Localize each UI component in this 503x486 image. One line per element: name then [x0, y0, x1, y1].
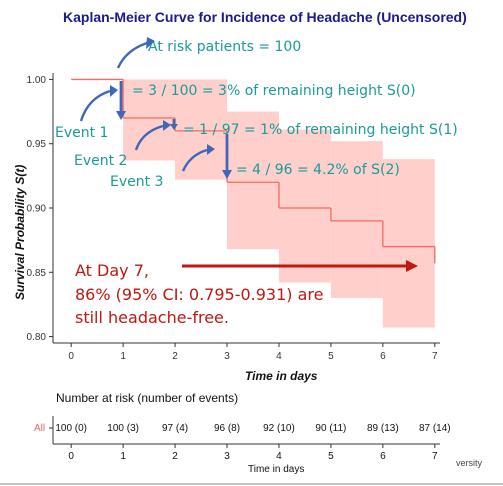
risk-table-cell: 90 (11) — [315, 423, 346, 434]
x-tick-label: 0 — [68, 351, 74, 362]
risk-x-tick-label: 3 — [224, 451, 230, 462]
ci-band-segment — [278, 129, 331, 283]
x-axis: 0 1 2 3 4 5 6 7 — [68, 343, 438, 362]
ci-band-segment — [330, 141, 383, 298]
risk-table: 100 (0) 0 100 (3) 1 97 (4) 2 96 (8) 3 92 (10) 4 90… — [49, 416, 451, 462]
ci-band-segment — [175, 79, 228, 180]
risk-x-tick-label: 6 — [380, 451, 386, 462]
annotation-event3: Event 3 — [110, 174, 163, 190]
risk-table-cell: 87 (14) — [419, 423, 451, 434]
y-tick-label: 0.80 — [27, 332, 47, 343]
ci-band-segment — [382, 159, 435, 328]
x-tick-label: 6 — [380, 351, 386, 362]
risk-table-cell: 100 (3) — [107, 423, 139, 434]
risk-table-cell: 96 (8) — [214, 423, 240, 434]
risk-x-tick-label: 5 — [328, 451, 334, 462]
risk-x-tick-label: 1 — [120, 451, 126, 462]
arrow-drop3-head — [222, 170, 232, 179]
annotation-step3: = 4 / 96 = 4.2% of S(2) — [236, 162, 400, 178]
risk-x-tick-label: 7 — [432, 451, 438, 462]
arrow-event3-head — [207, 144, 215, 155]
risk-table-cell: 92 (10) — [263, 423, 295, 434]
y-tick-label: 0.85 — [27, 268, 47, 279]
arrow-event1 — [79, 89, 111, 122]
annotation-at-risk: At risk patients = 100 — [148, 39, 301, 55]
arrow-drop2-head — [170, 124, 178, 130]
risk-table-title: Number at risk (number of events) — [56, 391, 238, 405]
risk-table-strata: All — [34, 423, 45, 434]
x-tick-label: 7 — [432, 351, 438, 362]
arrow-event3 — [181, 148, 208, 172]
annotation-day7-line3: still headache-free. — [75, 308, 229, 327]
y-axis: 0.80 0.85 0.90 0.95 1.00 — [27, 75, 53, 343]
annotation-arrows — [79, 37, 418, 272]
ci-band-segment — [123, 79, 176, 161]
y-tick-label: 0.90 — [27, 204, 47, 215]
y-tick-label: 0.95 — [27, 139, 47, 150]
y-axis-label: Survival Probability S(t) — [13, 165, 27, 300]
chart-title: Kaplan-Meier Curve for Incidence of Head… — [63, 9, 467, 25]
x-tick-label: 3 — [224, 351, 230, 362]
arrow-day7-head — [406, 260, 418, 272]
ci-band-segment — [227, 111, 279, 250]
annotation-day7-line2: 86% (95% CI: 0.795-0.931) are — [75, 285, 324, 304]
annotation-day7-line1: At Day 7, — [75, 261, 149, 280]
x-tick-label: 4 — [276, 351, 282, 362]
plot-area — [52, 73, 440, 344]
risk-x-tick-label: 2 — [172, 451, 178, 462]
x-tick-label: 1 — [120, 351, 126, 362]
arrow-drop1-head — [116, 111, 126, 120]
x-tick-label: 2 — [172, 351, 178, 362]
risk-table-cell: 100 (0) — [55, 423, 87, 434]
annotation-event1: Event 1 — [55, 125, 108, 141]
cropped-footer-text: versity — [456, 458, 483, 468]
y-tick-label: 1.00 — [27, 75, 47, 86]
annotation-event2: Event 2 — [74, 153, 127, 169]
risk-table-cell: 97 (4) — [162, 423, 188, 434]
arrow-at-risk — [116, 41, 148, 69]
x-tick-label: 5 — [328, 351, 334, 362]
risk-x-tick-label: 4 — [276, 451, 282, 462]
arrow-event2 — [134, 124, 164, 151]
risk-x-tick-label: 0 — [68, 451, 74, 462]
annotation-step2: = 1 / 97 = 1% of remaining height S(1) — [183, 122, 458, 138]
arrow-at-risk-head — [146, 37, 155, 49]
arrow-event2-head — [163, 120, 171, 131]
risk-table-cell: 89 (13) — [367, 423, 399, 434]
x-axis-label: Time in days — [245, 369, 318, 383]
annotation-step1: = 3 / 100 = 3% of remaining height S(0) — [132, 83, 416, 99]
arrow-event1-head — [110, 85, 118, 97]
risk-table-xlabel: Time in days — [248, 464, 304, 475]
